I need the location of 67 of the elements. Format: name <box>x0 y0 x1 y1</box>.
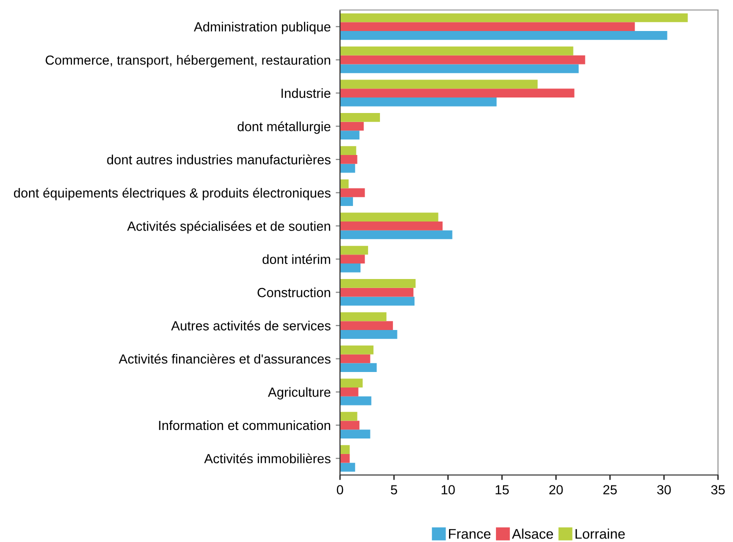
y-tick-label: Activités immobilières <box>204 453 330 464</box>
bar <box>340 330 398 339</box>
y-tick-label: Autres activités de services <box>171 320 331 330</box>
x-tick-label: 35 <box>711 485 725 494</box>
bar <box>340 354 370 364</box>
bar <box>340 155 358 164</box>
bar <box>340 279 416 288</box>
y-tick-label: Administration publique <box>194 22 330 34</box>
legend-label: Lorraine <box>576 528 625 539</box>
x-tick-label: 5 <box>390 485 398 494</box>
bar <box>340 230 452 240</box>
bar <box>340 454 350 463</box>
bar <box>340 363 377 372</box>
bar <box>340 288 414 297</box>
y-tick-label: Activités financières et d'assurances <box>118 354 331 364</box>
bar <box>340 212 438 222</box>
bar <box>340 130 360 140</box>
bar <box>340 64 579 74</box>
bar <box>340 146 356 156</box>
bar <box>340 412 358 421</box>
y-tick-label: Industrie <box>282 88 330 98</box>
bar <box>340 46 574 56</box>
bar <box>340 112 380 122</box>
bar <box>340 97 497 106</box>
bar <box>340 221 443 230</box>
bar <box>340 88 574 98</box>
y-tick-label: dont métallurgie <box>238 121 330 134</box>
bar <box>340 246 368 255</box>
bar <box>340 122 364 131</box>
legend-label: Alsace <box>512 528 553 539</box>
y-tick-label: dont équipements électriques & produits électroniques <box>14 188 331 200</box>
bar <box>340 345 374 354</box>
x-tick-label: 25 <box>603 485 617 494</box>
bar <box>340 80 538 89</box>
bar <box>340 254 365 264</box>
y-tick-label: Construction <box>258 288 330 298</box>
bar <box>340 396 372 406</box>
bar <box>340 179 349 188</box>
bar <box>340 312 386 322</box>
bar <box>340 13 688 22</box>
bar <box>340 264 361 272</box>
bar <box>340 388 358 396</box>
x-tick-label: 0 <box>336 485 344 494</box>
bar <box>340 296 415 306</box>
bar <box>340 197 353 206</box>
bar <box>340 378 363 388</box>
bar <box>340 430 370 438</box>
bar <box>340 31 668 40</box>
y-tick-label: Agriculture <box>268 387 330 400</box>
bar <box>340 420 360 430</box>
bar <box>340 164 356 173</box>
legend-label: France <box>449 529 490 539</box>
bar <box>340 188 365 198</box>
bar <box>340 22 635 32</box>
y-tick-label: Commerce, transport, hébergement, restauration <box>46 54 330 68</box>
bar <box>340 321 393 330</box>
x-tick-label: 10 <box>442 485 455 494</box>
y-tick-label: Information et communication <box>159 420 330 430</box>
y-tick-label: dont autres industries manufacturières <box>107 154 331 164</box>
bar <box>340 445 350 454</box>
x-tick-label: 15 <box>496 485 509 494</box>
x-tick-label: 20 <box>549 485 563 494</box>
x-tick-label: 30 <box>657 485 671 494</box>
y-tick-label: dont intérim <box>262 254 330 264</box>
bar <box>340 55 586 64</box>
y-tick-label: Activités spécialisées et de soutien <box>127 221 330 234</box>
bar <box>340 462 356 472</box>
